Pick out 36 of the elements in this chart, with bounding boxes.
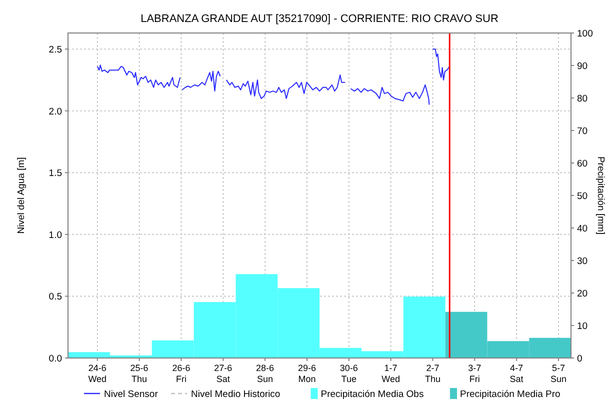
x-tick-label: 24-6 Wed: [88, 363, 107, 384]
y2-tick-label: 70: [577, 126, 588, 137]
y2-tick-label: 80: [577, 94, 588, 104]
x-tick-label: 3-7 Fri: [468, 363, 482, 384]
x-tick-label: 4-7 Sat: [510, 363, 524, 384]
y-tick-label: 2.5: [48, 44, 62, 56]
y2-tick-label: 100: [577, 28, 593, 40]
legend-label: Nivel Sensor: [104, 389, 158, 400]
y2-tick-label: 90: [577, 61, 588, 72]
x-tick-label: 27-6 Sat: [214, 363, 232, 384]
chart-title: LABRANZA GRANDE AUT [35217090] - CORRIENTE: RIO CRAVO SUR: [140, 13, 498, 25]
x-tick-label: 25-6 Thu: [130, 363, 148, 384]
legend-label: Precipitación Media Pro: [460, 389, 560, 400]
y2-tick-label: 30: [577, 256, 588, 267]
y-tick-label: 2.0: [48, 106, 62, 118]
y-tick-label: 1.0: [48, 230, 62, 241]
y-tick-label: 1.5: [48, 168, 62, 180]
y-axis-title: Nivel del Agua [m]: [16, 157, 27, 234]
x-tick-label: 26-6 Fri: [172, 363, 190, 384]
x-tick-label: 1-7 Wed: [382, 363, 400, 384]
y2-tick-label: 60: [577, 158, 588, 170]
y-tick-label: 0.0: [48, 354, 62, 364]
x-tick-label: 28-6 Sun: [256, 363, 274, 384]
y2-axis-title: Precipitación [mm]: [595, 156, 606, 235]
x-tick-label: 2-7 Thu: [424, 363, 440, 384]
y-tick-label: 0.5: [48, 292, 62, 303]
legend-label: Nivel Medio Historico: [191, 389, 280, 400]
y2-tick-label: 40: [577, 224, 588, 234]
x-tick-label: 30-6 Tue: [340, 363, 358, 384]
x-tick-label: 5-7 Sun: [550, 363, 566, 384]
y2-tick-label: 10: [577, 321, 588, 332]
y2-tick-label: 20: [577, 288, 588, 300]
legend-label: Precipitación Media Obs: [320, 389, 424, 400]
x-tick-label: 29-6 Mon: [298, 363, 316, 384]
y2-tick-label: 50: [577, 191, 588, 202]
y2-tick-label: 0: [577, 354, 582, 364]
